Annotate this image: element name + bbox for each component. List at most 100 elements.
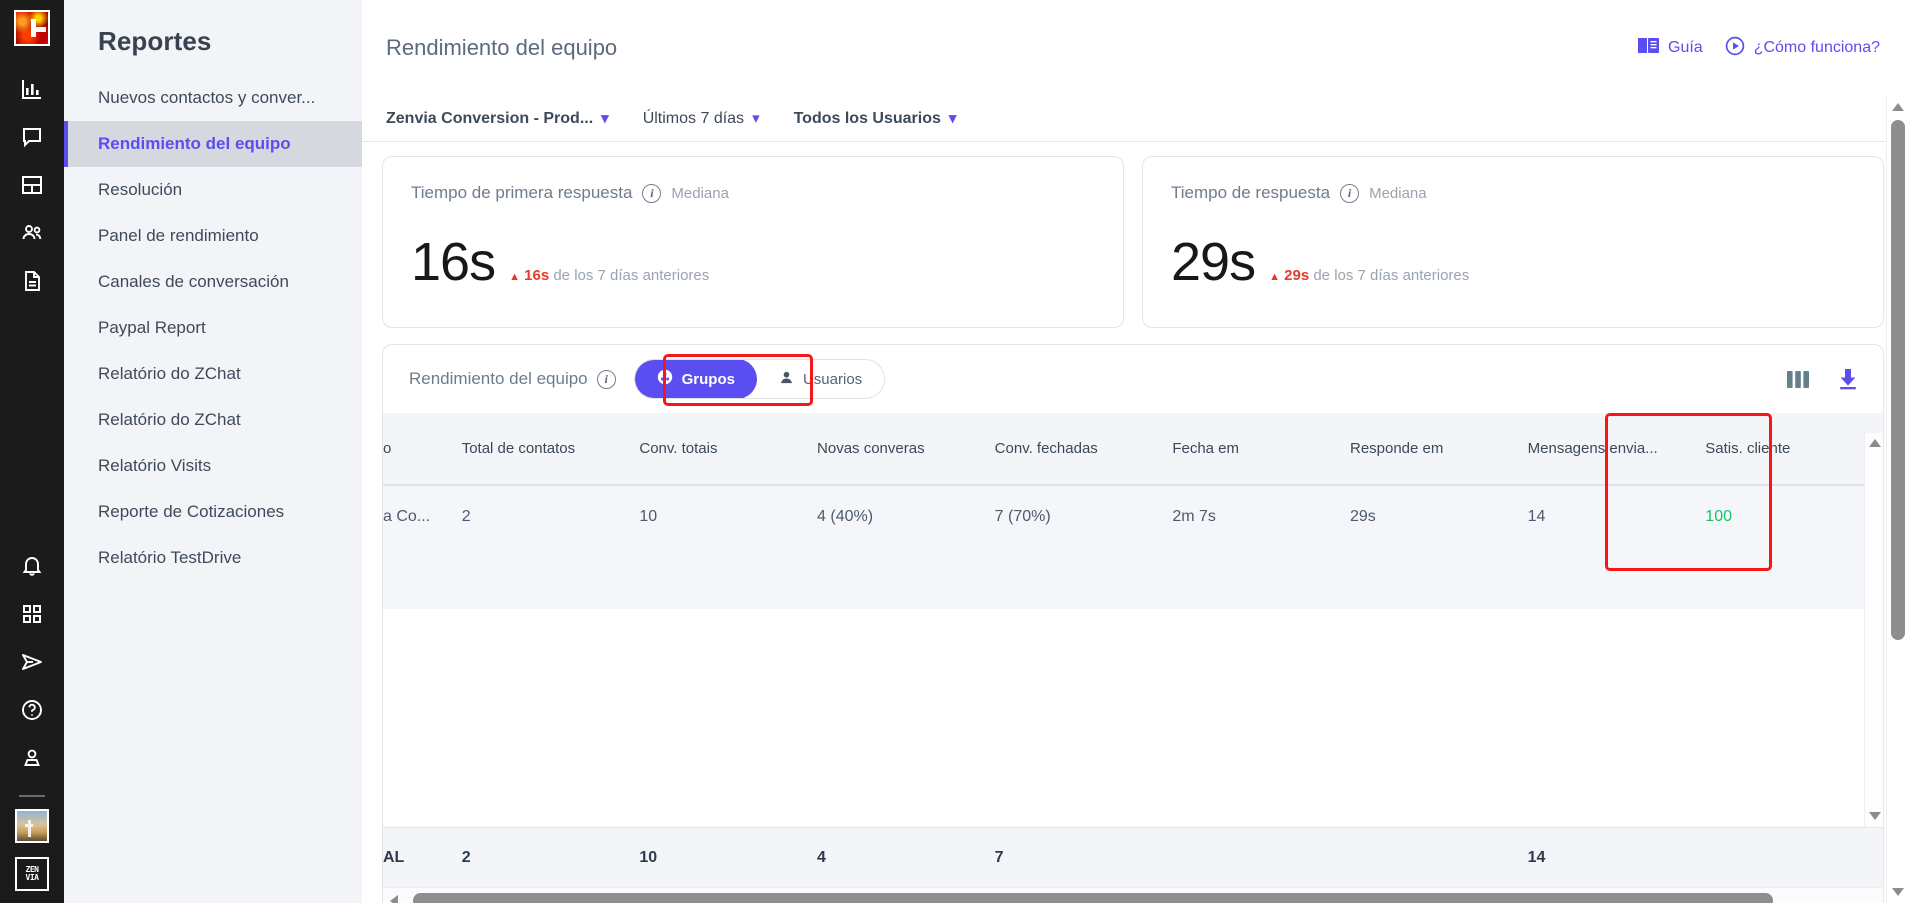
totals-table: AL 2 10 4 7 14 [383, 828, 1883, 888]
tab-usuarios[interactable]: Usuarios [757, 360, 884, 398]
play-circle-icon [1725, 36, 1745, 61]
filter-account-dropdown[interactable]: Zenvia Conversion - Prod... ▾ [386, 110, 609, 128]
team-performance-table: o Total de contatos Conv. totais Novas c… [383, 413, 1883, 609]
sidebar-item-rendimiento-equipo[interactable]: Rendimiento del equipo [64, 121, 362, 167]
top-links: Guía ¿Cómo funciona? [1628, 36, 1880, 61]
sidebar-item-relatorio-testdrive[interactable]: Relatório TestDrive [98, 548, 242, 567]
tab-grupos[interactable]: Grupos [634, 360, 757, 398]
column-header-total-contatos[interactable]: Total de contatos [461, 413, 640, 486]
cell-satis-cliente: 100 [1705, 485, 1883, 547]
document-icon[interactable] [11, 260, 53, 302]
kpi-aggregation: Mediana [671, 184, 729, 202]
kpi-label: Tiempo de primera respuesta [411, 183, 633, 202]
download-icon[interactable] [1837, 368, 1859, 390]
total-mensagens-enviadas: 14 [1527, 828, 1706, 888]
table-totals-row: AL 2 10 4 7 14 [383, 827, 1883, 888]
info-icon[interactable]: i [642, 183, 662, 203]
kpi-header: Tiempo de primera respuesta i Mediana [411, 183, 1095, 203]
total-total-contatos: 2 [461, 828, 640, 888]
page-vertical-scrollbar[interactable] [1886, 96, 1908, 903]
user-account-icon[interactable] [11, 737, 53, 779]
hscroll-thumb[interactable] [413, 892, 1773, 903]
main-content: Rendimiento del equipo Guía [362, 0, 1908, 903]
table-empty-space [383, 547, 1883, 609]
app-logo-fire[interactable] [14, 10, 50, 46]
table-horizontal-scrollbar[interactable] [383, 887, 1883, 903]
column-header-mensagens-enviadas[interactable]: Mensagens envia... [1527, 413, 1706, 486]
sidebar-item-nuevos-contactos[interactable]: Nuevos contactos y conver... [98, 88, 316, 107]
table-scroll-region[interactable]: o Total de contatos Conv. totais Novas c… [383, 413, 1883, 903]
sidebar-item-relatorio-zchat-1[interactable]: Relatório do ZChat [98, 364, 241, 383]
chevron-down-icon: ▾ [948, 110, 957, 127]
kpi-value: 29s [1171, 232, 1256, 292]
total-responde-em [1349, 828, 1528, 888]
sidebar-item-panel-rendimiento[interactable]: Panel de rendimiento [98, 226, 259, 245]
table-empty-filler [383, 547, 1883, 609]
column-header-conv-fechadas[interactable]: Conv. fechadas [994, 413, 1173, 486]
cell-grupo: a Co... [383, 485, 462, 547]
column-header-conv-totais[interactable]: Conv. totais [639, 413, 818, 486]
grid-panels-icon[interactable] [11, 164, 53, 206]
send-paperplane-icon[interactable] [11, 641, 53, 683]
column-header-satis-cliente[interactable]: Satis. cliente [1705, 413, 1883, 486]
guide-link[interactable]: Guía [1638, 37, 1703, 59]
kpi-label: Tiempo de respuesta [1171, 183, 1331, 202]
column-header-grupo[interactable]: o [383, 413, 462, 486]
total-novas-converas: 4 [817, 828, 995, 888]
sidebar-item-relatorio-zchat-2[interactable]: Relatório do ZChat [98, 410, 241, 429]
scroll-left-arrow-icon[interactable] [383, 894, 405, 903]
page-scroll-down-icon[interactable] [1891, 885, 1905, 899]
apps-grid-icon[interactable] [11, 593, 53, 635]
kpi-aggregation: Mediana [1369, 184, 1427, 202]
page-scroll-thumb[interactable] [1891, 120, 1905, 640]
kpi-delta: ▲ 29s de los 7 días anteriores [1269, 267, 1469, 284]
sidebar-title: Reportes [98, 26, 212, 56]
total-conv-totais: 10 [639, 828, 818, 888]
cell-conv-fechadas: 7 (70%) [994, 485, 1173, 547]
zenvia-brand-logo[interactable]: ZEN VIA [15, 857, 49, 891]
people-group-icon[interactable] [11, 212, 53, 254]
sidebar-item-reporte-cotizaciones[interactable]: Reporte de Cotizaciones [98, 502, 285, 521]
trend-up-icon: ▲ [509, 271, 520, 283]
table-toolbar-left: Rendimiento del equipo i [409, 359, 886, 399]
help-question-icon[interactable] [11, 689, 53, 731]
sidebar-item-paypal-report[interactable]: Paypal Report [98, 318, 206, 337]
table-row[interactable]: a Co... 2 10 4 (40%) 7 (70%) 2m 7s 29s 1… [383, 485, 1883, 547]
rail-divider [19, 795, 45, 797]
column-header-novas-converas[interactable]: Novas converas [817, 413, 995, 486]
bell-icon[interactable] [11, 545, 53, 587]
filter-daterange-dropdown[interactable]: Últimos 7 días ▾ [643, 110, 760, 128]
column-header-responde-em[interactable]: Responde em [1349, 413, 1528, 486]
table-panel-title-group: Rendimiento del equipo i [409, 369, 616, 389]
how-it-works-link[interactable]: ¿Cómo funciona? [1725, 36, 1880, 61]
content-area: Tiempo de primera respuesta i Mediana 16… [362, 142, 1908, 903]
guide-label: Guía [1668, 39, 1703, 56]
table-vertical-scrollbar[interactable] [1864, 433, 1883, 827]
brand-top: ZEN [25, 865, 39, 874]
column-header-fecha-em[interactable]: Fecha em [1172, 413, 1350, 486]
icon-rail: ZEN VIA [0, 0, 64, 903]
scroll-down-arrow-icon[interactable] [1868, 810, 1881, 823]
user-icon [779, 370, 794, 389]
sidebar-item-canales-conversacion[interactable]: Canales de conversación [98, 272, 289, 291]
info-icon[interactable]: i [1340, 183, 1360, 203]
filter-account-label: Zenvia Conversion - Prod... [386, 109, 594, 127]
sidebar-item-relatorio-visits[interactable]: Relatório Visits [98, 456, 212, 475]
hscroll-track[interactable] [405, 888, 1883, 903]
kpi-card-first-response-time: Tiempo de primera respuesta i Mediana 16… [382, 156, 1124, 328]
chat-bubble-icon[interactable] [11, 116, 53, 158]
kpi-delta-value: 16s [524, 267, 550, 284]
sidebar-item-resolucion[interactable]: Resolución [98, 180, 183, 199]
kpi-header: Tiempo de respuesta i Mediana [1171, 183, 1855, 203]
chart-bar-icon[interactable] [11, 68, 53, 110]
cell-conv-totais: 10 [639, 485, 818, 547]
cell-novas-converas: 4 (40%) [817, 485, 995, 547]
trend-up-icon: ▲ [1269, 271, 1280, 283]
scroll-up-arrow-icon[interactable] [1868, 437, 1881, 450]
user-avatar[interactable] [15, 809, 49, 843]
filter-users-dropdown[interactable]: Todos los Usuarios ▾ [794, 110, 957, 128]
info-icon[interactable]: i [596, 369, 616, 389]
page-scroll-up-icon[interactable] [1891, 100, 1905, 114]
columns-toggle-icon[interactable] [1787, 370, 1809, 388]
cell-mensagens-enviadas: 14 [1527, 485, 1706, 547]
